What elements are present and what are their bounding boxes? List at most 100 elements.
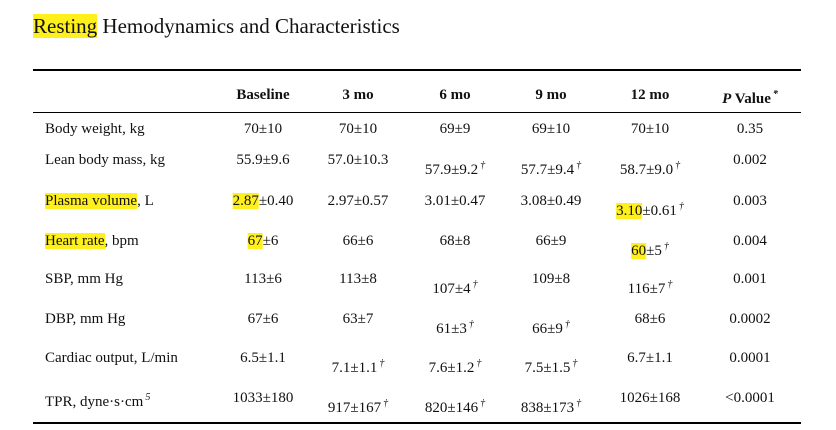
- superscript: †: [667, 279, 673, 290]
- table-cell: 1033±180: [233, 389, 294, 407]
- table-cell: 60±5 †: [631, 238, 669, 260]
- text: ±5: [646, 243, 662, 259]
- header-cell: P Value *: [722, 86, 778, 108]
- superscript: †: [383, 398, 389, 409]
- title: Resting Hemodynamics and Characteristics: [33, 14, 400, 39]
- text: 820±146: [424, 400, 479, 416]
- header-cell: 6 mo: [439, 86, 470, 104]
- text: 7.5±1.5: [524, 360, 571, 376]
- text: 3.08±0.49: [520, 193, 582, 209]
- table-cell: 0.004: [733, 232, 767, 250]
- table-cell: <0.0001: [725, 389, 775, 407]
- text: 12 mo: [630, 87, 670, 103]
- text: 2.97±0.57: [327, 193, 389, 209]
- table-cell: 70±10: [244, 120, 282, 138]
- text: 6.5±1.1: [240, 350, 286, 366]
- table-cell: 1026±168: [620, 389, 681, 407]
- text: ±0.61: [642, 203, 677, 219]
- superscript: †: [572, 358, 578, 369]
- text: 67±6: [247, 311, 279, 327]
- highlighted-text: Plasma volume: [45, 193, 138, 209]
- text: Cardiac output, L/min: [45, 350, 178, 366]
- table-cell: 69±9: [440, 120, 471, 138]
- superscript: †: [480, 398, 486, 409]
- row-label: TPR, dyne·s·cm 5: [45, 389, 150, 411]
- row-label: Heart rate, bpm: [45, 232, 139, 250]
- text: TPR, dyne·s·cm: [45, 394, 144, 410]
- superscript: †: [480, 160, 486, 171]
- highlighted-text: 2.87: [232, 193, 259, 209]
- text: 109±8: [531, 271, 571, 287]
- table-cell: 66±9: [536, 232, 567, 250]
- highlighted-text: 60: [631, 243, 647, 259]
- row-label: SBP, mm Hg: [45, 270, 123, 288]
- superscript: 5: [145, 392, 151, 403]
- text: 68±8: [439, 233, 471, 249]
- table-cell: 2.87±0.40: [232, 192, 294, 210]
- table-cell: 107±4 †: [432, 276, 477, 298]
- text: 7.6±1.2: [428, 360, 475, 376]
- table-cell: 0.0002: [729, 310, 770, 328]
- top-rule: [33, 69, 801, 71]
- text: 0.004: [733, 233, 767, 249]
- table-cell: 917±167 †: [328, 395, 388, 417]
- table-cell: 70±10: [339, 120, 377, 138]
- row-label: Body weight, kg: [45, 120, 145, 138]
- text: Lean body mass, kg: [45, 152, 165, 168]
- text: 63±7: [342, 311, 374, 327]
- text: , L: [137, 193, 154, 209]
- text: 0.0001: [729, 350, 771, 366]
- text: Hemodynamics and Characteristics: [97, 14, 400, 38]
- text: 57.0±10.3: [327, 152, 389, 168]
- text: SBP, mm Hg: [45, 271, 123, 287]
- row-label: Plasma volume, L: [45, 192, 154, 210]
- table-cell: 0.002: [733, 151, 767, 169]
- table-cell: 3.10±0.61 †: [616, 198, 684, 220]
- table-cell: 109±8: [532, 270, 570, 288]
- superscript: †: [472, 279, 478, 290]
- text: 9 mo: [535, 87, 567, 103]
- table-cell: 7.6±1.2 †: [429, 355, 482, 377]
- superscript: †: [476, 358, 482, 369]
- table-cell: 2.97±0.57: [328, 192, 389, 210]
- text: 0.0002: [729, 311, 771, 327]
- table-cell: 7.5±1.5 †: [525, 355, 578, 377]
- table-cell: 838±173 †: [521, 395, 581, 417]
- text: Body weight, kg: [45, 121, 145, 137]
- text: ±0.40: [258, 193, 294, 209]
- text: 3 mo: [342, 87, 374, 103]
- table-cell: 113±6: [244, 270, 282, 288]
- text: 61±3: [436, 321, 467, 337]
- table-cell: 67±6: [247, 232, 278, 250]
- text: 1033±180: [232, 390, 294, 406]
- table-cell: 0.0001: [729, 349, 770, 367]
- text: 55.9±9.6: [236, 152, 290, 168]
- bottom-rule: [33, 422, 801, 424]
- text: 69±9: [439, 121, 471, 137]
- header-cell: 9 mo: [535, 86, 566, 104]
- highlighted-text: Resting: [33, 14, 98, 38]
- table-cell: 0.001: [733, 270, 767, 288]
- text: 0.001: [733, 271, 767, 287]
- text: 917±167: [327, 400, 382, 416]
- table-cell: 3.08±0.49: [521, 192, 582, 210]
- highlighted-text: Heart rate: [45, 233, 105, 249]
- text: DBP, mm Hg: [45, 311, 126, 327]
- table-cell: 66±6: [343, 232, 374, 250]
- text: Value: [731, 91, 771, 107]
- superscript: *: [772, 89, 778, 100]
- text: 6 mo: [439, 87, 471, 103]
- text: 57.7±9.4: [520, 162, 575, 178]
- table-cell: 55.9±9.6: [236, 151, 289, 169]
- text: P: [722, 91, 732, 107]
- superscript: †: [675, 160, 681, 171]
- text: 57.9±9.2: [424, 162, 479, 178]
- row-label: Lean body mass, kg: [45, 151, 165, 169]
- header-cell: Baseline: [236, 86, 289, 104]
- text: 70±10: [338, 121, 378, 137]
- superscript: †: [379, 358, 385, 369]
- text: 69±10: [531, 121, 571, 137]
- table-cell: 113±8: [339, 270, 377, 288]
- table-cell: 57.9±9.2 †: [425, 157, 485, 179]
